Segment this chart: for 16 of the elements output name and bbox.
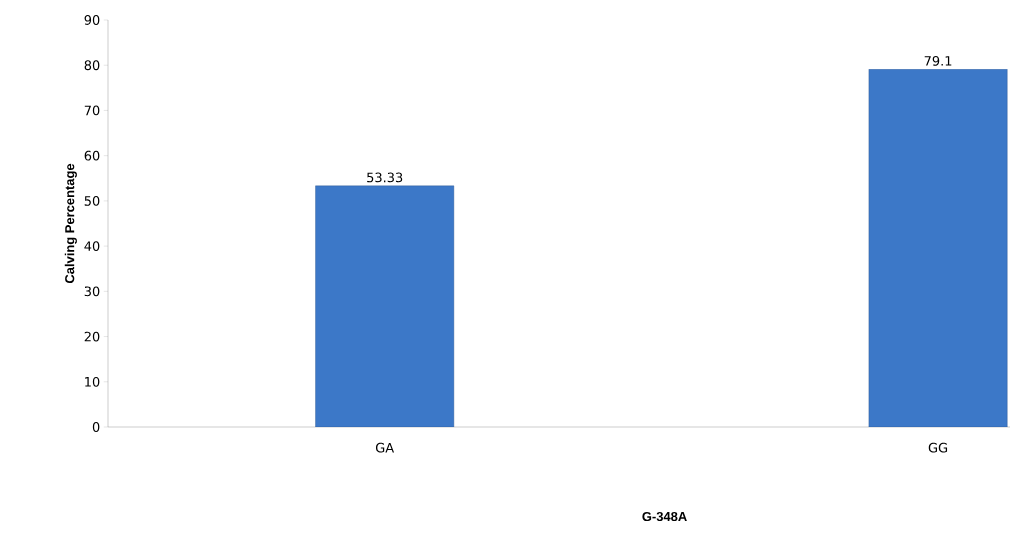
y-axis-title: Calving Percentage — [64, 163, 77, 284]
data-label: 53.33 — [367, 172, 403, 183]
x-tick-label: GA — [375, 442, 395, 453]
x-axis-title: G-348A — [642, 511, 687, 522]
y-tick-label: 70 — [84, 105, 100, 116]
y-tick-label: 50 — [84, 196, 100, 206]
y-tick-label: 80 — [84, 60, 100, 71]
y-tick-label: 0 — [92, 422, 100, 432]
data-label: 79.1 — [924, 55, 952, 66]
y-tick-label: 30 — [84, 286, 100, 297]
y-tick-label: 10 — [85, 376, 100, 387]
y-tick-label: 60 — [84, 150, 100, 161]
x-tick-label: GG — [928, 442, 948, 453]
y-tick-label: 40 — [84, 241, 100, 252]
y-tick-label: 20 — [84, 331, 100, 342]
y-tick-label: 90 — [84, 15, 100, 25]
